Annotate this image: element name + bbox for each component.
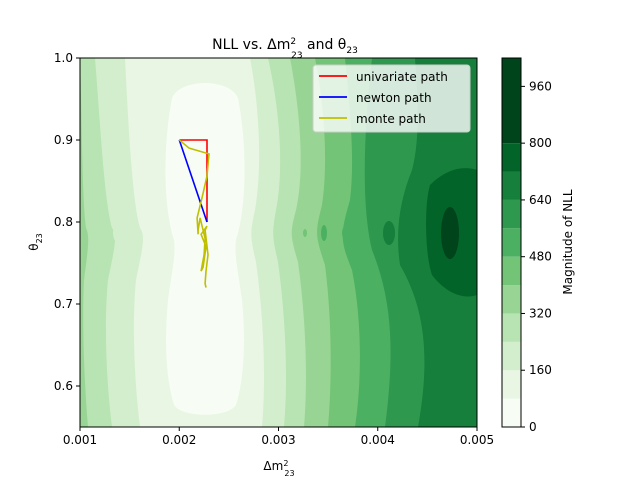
colorbar-tick-label: 160 [529, 363, 552, 377]
colorbar-label: Magnitude of NLL [561, 189, 575, 294]
x-tick-label: 0.005 [460, 433, 494, 447]
contour-island-6 [342, 227, 348, 239]
contour-island-2 [113, 225, 119, 241]
colorbar-tick-label: 960 [529, 79, 552, 93]
y-tick-label: 1.0 [54, 51, 73, 65]
y-axis-label: θ23 [27, 233, 44, 251]
newton-path-line [178, 139, 208, 223]
colorbar-segment [502, 171, 521, 200]
x-tick-label: 0.001 [63, 433, 97, 447]
univariate-path-line [179, 139, 208, 222]
colorbar-segment [502, 228, 521, 257]
colorbar-segment [502, 199, 521, 229]
chart-title: NLL vs. Δm2 23 and θ23 [212, 37, 358, 61]
y-axis: 0.6 0.7 0.8 0.9 1.0 [54, 51, 80, 393]
legend-label: newton path [356, 91, 432, 105]
contour-island-1 [92, 223, 98, 243]
legend: univariate path newton path monte path [312, 64, 471, 133]
colorbar-segment [502, 143, 521, 172]
colorbar-segment [502, 313, 521, 342]
colorbar-segment [502, 341, 521, 371]
colorbar-segment [502, 398, 521, 427]
contour-level-dark-5 [383, 221, 395, 245]
colorbar-frame [501, 57, 522, 428]
colorbar-tick-label: 0 [529, 420, 537, 434]
legend-box [312, 64, 471, 133]
y-tick-label: 0.6 [54, 379, 73, 393]
contour-island-5 [321, 225, 327, 241]
x-axis: 0.001 0.002 0.003 0.004 0.005 [63, 427, 494, 447]
x-tick-label: 0.003 [261, 433, 295, 447]
colorbar-segment [502, 58, 521, 144]
monte-path-line [178, 139, 210, 288]
legend-label: monte path [356, 112, 426, 126]
contour-island-4 [303, 229, 307, 237]
colorbar-tick-label: 640 [529, 193, 552, 207]
colorbar-segment [502, 256, 521, 286]
x-tick-label: 0.002 [162, 433, 196, 447]
legend-label: univariate path [356, 70, 448, 84]
contour-island-3 [135, 227, 139, 239]
y-tick-label: 0.7 [54, 297, 73, 311]
contour-level-dark-4 [441, 207, 459, 259]
x-axis-label: Δm2 23 [263, 459, 294, 479]
x-tick-label: 0.004 [361, 433, 395, 447]
colorbar: 0 160 320 480 640 800 960 [501, 57, 552, 434]
y-tick-label: 0.9 [54, 133, 73, 147]
colorbar-tick-label: 800 [529, 136, 552, 150]
colorbar-tick-label: 320 [529, 306, 552, 320]
y-tick-label: 0.8 [54, 215, 73, 229]
colorbar-tick-label: 480 [529, 250, 552, 264]
colorbar-segment [502, 285, 521, 314]
colorbar-segment [502, 370, 521, 399]
